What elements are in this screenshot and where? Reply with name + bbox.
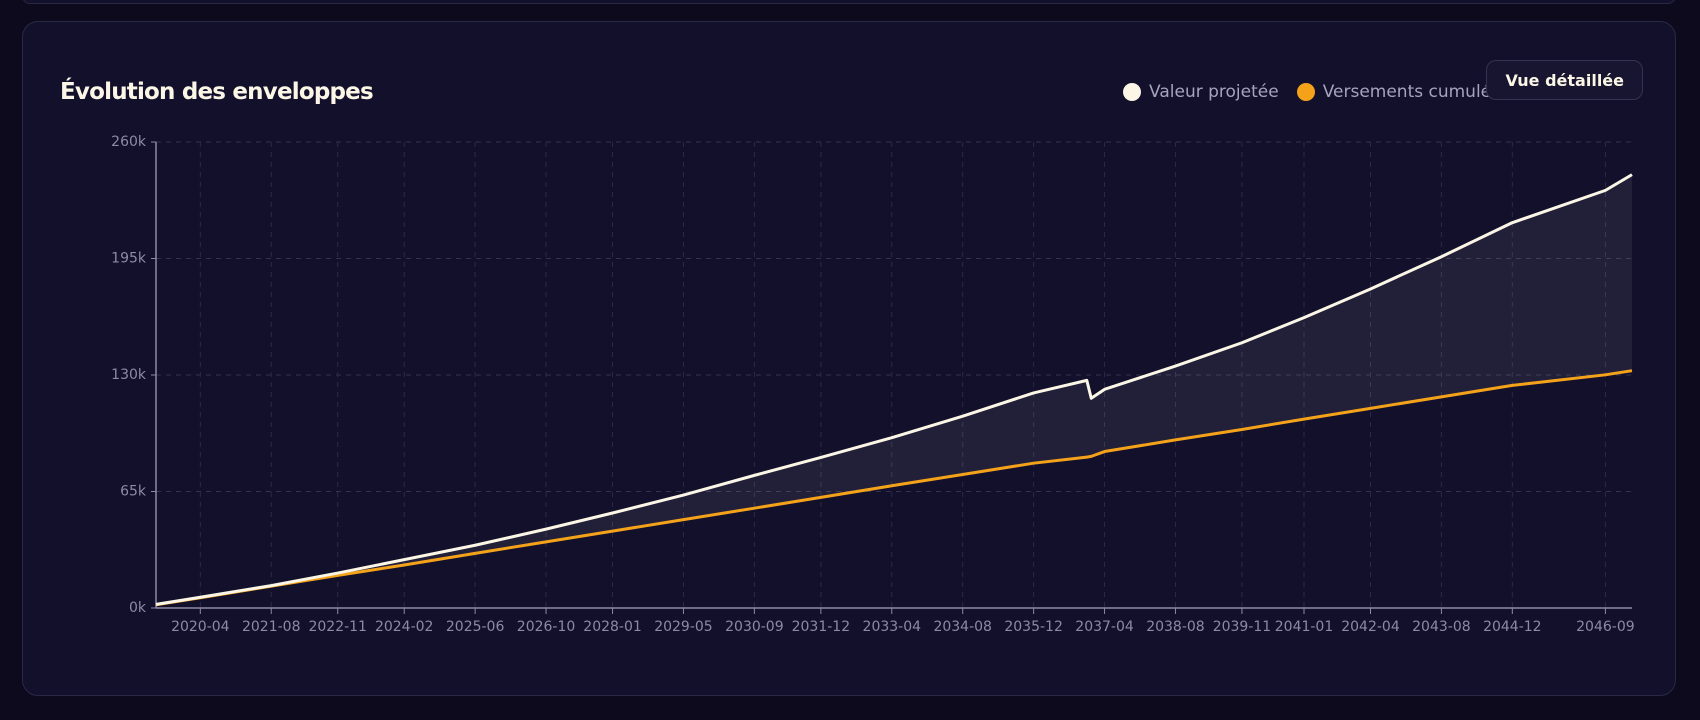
x-tick-label: 2033-04 bbox=[863, 619, 922, 635]
series-line bbox=[155, 173, 1633, 606]
chart-card: Évolution des enveloppes Valeur projetée… bbox=[22, 21, 1676, 696]
x-tick-label: 2022-11 bbox=[308, 619, 367, 635]
x-tick-label: 2025-06 bbox=[446, 619, 505, 635]
x-tick-label: 2043-08 bbox=[1412, 619, 1471, 635]
x-tick-label: 2031-12 bbox=[792, 619, 851, 635]
series-line bbox=[155, 369, 1633, 607]
y-tick-label: 130k bbox=[111, 367, 147, 383]
legend-label: Valeur projetée bbox=[1149, 82, 1279, 102]
x-tick-label: 2039-11 bbox=[1213, 619, 1272, 635]
y-tick-label: 195k bbox=[111, 251, 147, 267]
x-tick-label: 2037-04 bbox=[1075, 619, 1134, 635]
x-tick-label: 2029-05 bbox=[654, 619, 713, 635]
legend-item[interactable]: Valeur projetée bbox=[1123, 82, 1279, 102]
x-tick-label: 2030-09 bbox=[725, 619, 784, 635]
x-tick-label: 2038-08 bbox=[1146, 619, 1205, 635]
x-tick-label: 2042-04 bbox=[1341, 619, 1400, 635]
chart-title: Évolution des enveloppes bbox=[60, 79, 374, 105]
y-tick-label: 65k bbox=[120, 484, 147, 500]
gap-area bbox=[156, 174, 1632, 605]
x-tick-label: 2044-12 bbox=[1483, 619, 1542, 635]
x-tick-label: 2035-12 bbox=[1004, 619, 1063, 635]
x-tick-label: 2020-04 bbox=[171, 619, 230, 635]
x-tick-label: 2046-09 bbox=[1576, 619, 1635, 635]
legend-dot bbox=[1296, 83, 1315, 101]
legend-dot bbox=[1123, 83, 1142, 101]
detail-button[interactable]: Vue détaillée bbox=[1486, 60, 1643, 100]
y-tick-label: 260k bbox=[111, 134, 147, 150]
x-tick-label: 2021-08 bbox=[242, 619, 301, 635]
legend-label: Versements cumulés bbox=[1322, 82, 1500, 102]
x-tick-label: 2024-02 bbox=[375, 619, 434, 635]
x-tick-label: 2028-01 bbox=[583, 619, 642, 635]
x-tick-label: 2041-01 bbox=[1275, 619, 1334, 635]
x-tick-label: 2034-08 bbox=[933, 619, 992, 635]
y-tick-label: 0k bbox=[129, 600, 147, 616]
legend: Valeur projetée Versements cumulés bbox=[1123, 82, 1500, 102]
legend-item[interactable]: Versements cumulés bbox=[1296, 82, 1500, 102]
x-tick-label: 2026-10 bbox=[517, 619, 576, 635]
